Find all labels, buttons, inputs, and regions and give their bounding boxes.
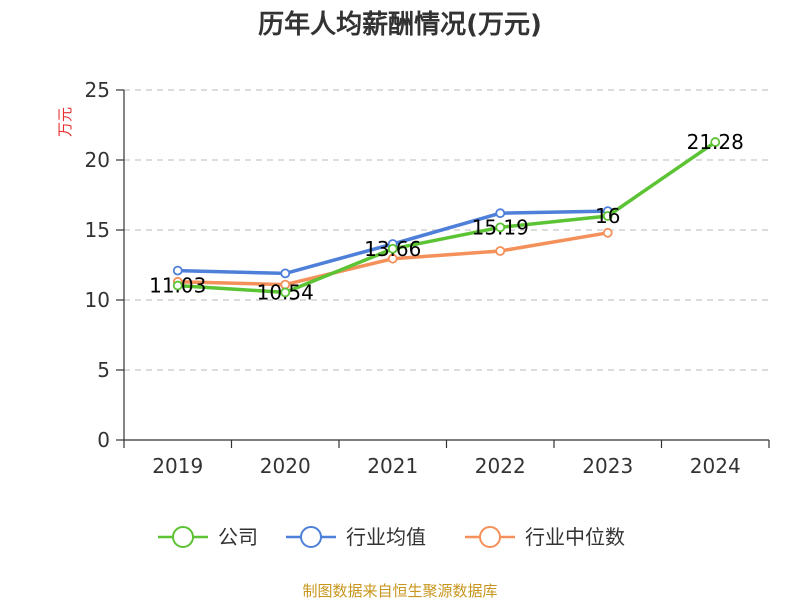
y-axis-unit-label: 万元	[56, 107, 74, 137]
x-tick-label: 2020	[260, 454, 311, 478]
data-point	[710, 137, 721, 147]
data-point	[602, 227, 613, 238]
x-tick-label: 2023	[582, 454, 633, 478]
chart-title: 历年人均薪酬情况(万元)	[258, 9, 542, 40]
y-tick-label: 25	[85, 78, 110, 102]
series-group	[172, 137, 721, 298]
x-tick-label: 2022	[475, 454, 526, 478]
data-point	[387, 243, 398, 254]
data-point	[495, 246, 506, 256]
data-point	[387, 253, 398, 264]
data-label: 13.66	[364, 237, 421, 261]
y-tick-label: 0	[97, 428, 110, 452]
legend-swatch-marker	[300, 526, 322, 548]
y-tick-label: 20	[85, 148, 110, 172]
data-point	[280, 287, 291, 298]
legend-swatch-marker	[172, 526, 194, 548]
data-point	[602, 211, 613, 221]
y-tick-label: 5	[97, 358, 110, 382]
x-tick-label: 2024	[690, 454, 741, 478]
legend-item-label: 行业均值	[346, 525, 426, 549]
data-point	[495, 222, 506, 233]
data-label: 16	[595, 204, 620, 228]
x-tick-label: 2021	[367, 454, 418, 478]
data-label: 10.54	[257, 280, 314, 304]
legend-item-label: 公司	[218, 525, 258, 549]
data-label: 15.19	[472, 215, 529, 239]
data-point	[172, 280, 183, 291]
series-line	[176, 140, 718, 295]
data-labels: 11.03 10.54 13.66 15.19 16 21.28	[149, 130, 744, 304]
source-note: 制图数据来自恒生聚源数据库	[302, 582, 497, 600]
data-label: 21.28	[687, 130, 744, 154]
legend-item-label: 行业中位数	[525, 525, 625, 549]
legend-swatch-marker	[479, 526, 501, 548]
legend: 公司 行业均值 行业中位数	[158, 525, 625, 549]
data-label: 11.03	[149, 274, 206, 298]
data-point	[172, 265, 183, 276]
axes: 0 5 10 15 20 25 2019 2020 2021 2022 2023 2024	[85, 78, 770, 478]
y-tick-label: 15	[85, 218, 110, 242]
data-point	[495, 208, 506, 219]
data-point	[280, 268, 291, 279]
y-tick-label: 10	[85, 288, 110, 312]
x-tick-label: 2019	[152, 454, 203, 478]
